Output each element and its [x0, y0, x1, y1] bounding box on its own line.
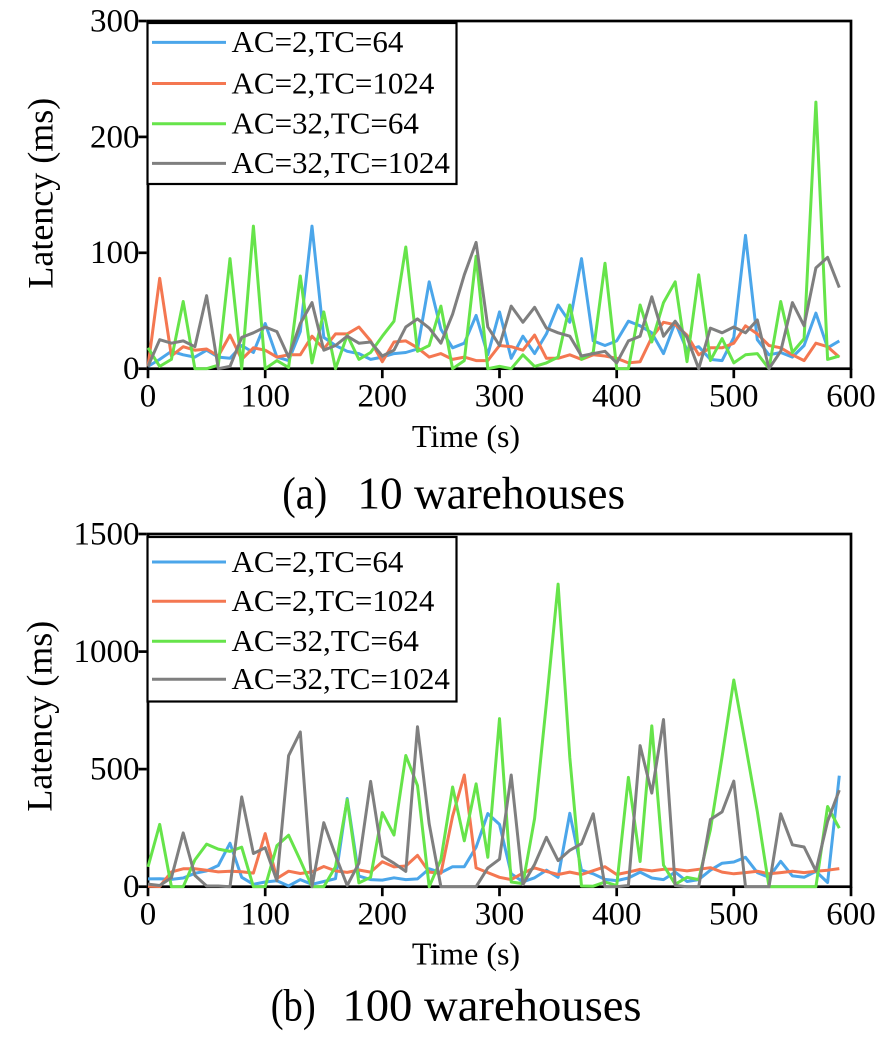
svg-text:100: 100: [240, 897, 290, 933]
svg-text:Latency (ms): Latency (ms): [20, 621, 60, 812]
svg-text:300: 300: [475, 379, 525, 415]
svg-text:500: 500: [709, 897, 759, 933]
svg-text:AC=32,TC=1024: AC=32,TC=1024: [232, 145, 451, 180]
svg-text:400: 400: [592, 897, 642, 933]
svg-text:300: 300: [475, 897, 525, 933]
svg-text:AC=32,TC=1024: AC=32,TC=1024: [232, 661, 451, 696]
svg-text:Time (s): Time (s): [412, 936, 520, 972]
svg-text:AC=2,TC=1024: AC=2,TC=1024: [232, 65, 435, 100]
svg-text:1500: 1500: [74, 516, 140, 552]
svg-text:AC=2,TC=64: AC=2,TC=64: [232, 24, 404, 59]
svg-text:0: 0: [140, 897, 157, 933]
svg-text:0: 0: [123, 869, 140, 905]
svg-text:AC=2,TC=1024: AC=2,TC=1024: [232, 583, 435, 618]
svg-text:200: 200: [358, 897, 408, 933]
svg-text:600: 600: [826, 897, 876, 933]
svg-text:(a)10 warehouses: (a) 10 warehouses: [282, 469, 625, 519]
svg-text:200: 200: [358, 379, 408, 415]
svg-text:AC=32,TC=64: AC=32,TC=64: [232, 106, 420, 141]
svg-text:(b)100 warehouses: (b) 100 warehouses: [271, 981, 642, 1031]
svg-text:500: 500: [709, 379, 759, 415]
svg-text:100: 100: [240, 379, 290, 415]
svg-text:600: 600: [826, 379, 876, 415]
svg-text:400: 400: [592, 379, 642, 415]
svg-text:AC=32,TC=64: AC=32,TC=64: [232, 623, 420, 658]
svg-text:0: 0: [140, 379, 157, 415]
svg-text:300: 300: [90, 3, 140, 39]
svg-text:AC=2,TC=64: AC=2,TC=64: [232, 544, 404, 579]
svg-text:Latency (ms): Latency (ms): [21, 98, 61, 289]
svg-text:Time (s): Time (s): [412, 418, 520, 454]
svg-text:0: 0: [123, 351, 140, 387]
svg-text:500: 500: [90, 752, 140, 788]
svg-text:200: 200: [90, 119, 140, 155]
svg-text:100: 100: [90, 235, 140, 271]
svg-text:1000: 1000: [74, 634, 140, 670]
